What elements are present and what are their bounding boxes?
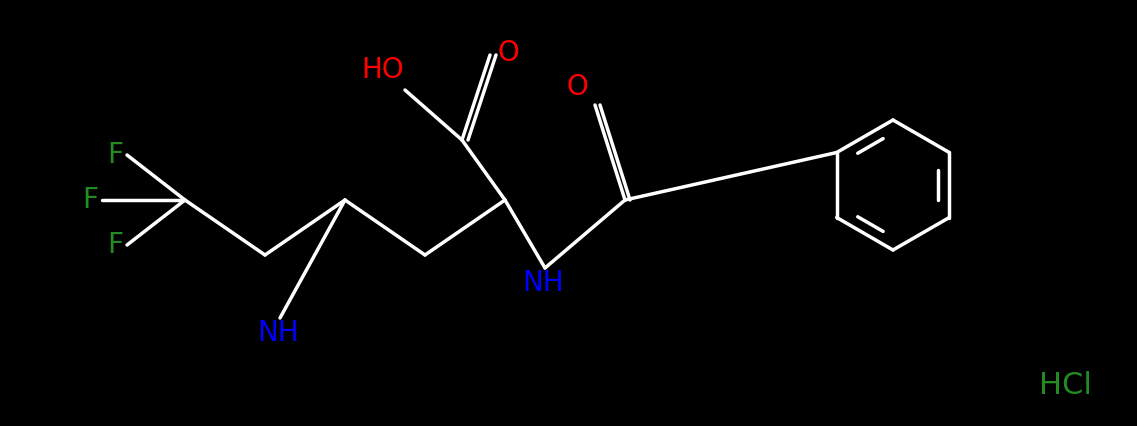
Text: F: F [107,231,123,259]
Text: HCl: HCl [1038,371,1092,400]
Text: O: O [497,39,518,67]
Text: HO: HO [362,56,405,84]
Text: F: F [82,186,98,214]
Text: NH: NH [257,319,299,347]
Text: NH: NH [522,269,564,297]
Text: F: F [107,141,123,169]
Text: O: O [566,73,588,101]
